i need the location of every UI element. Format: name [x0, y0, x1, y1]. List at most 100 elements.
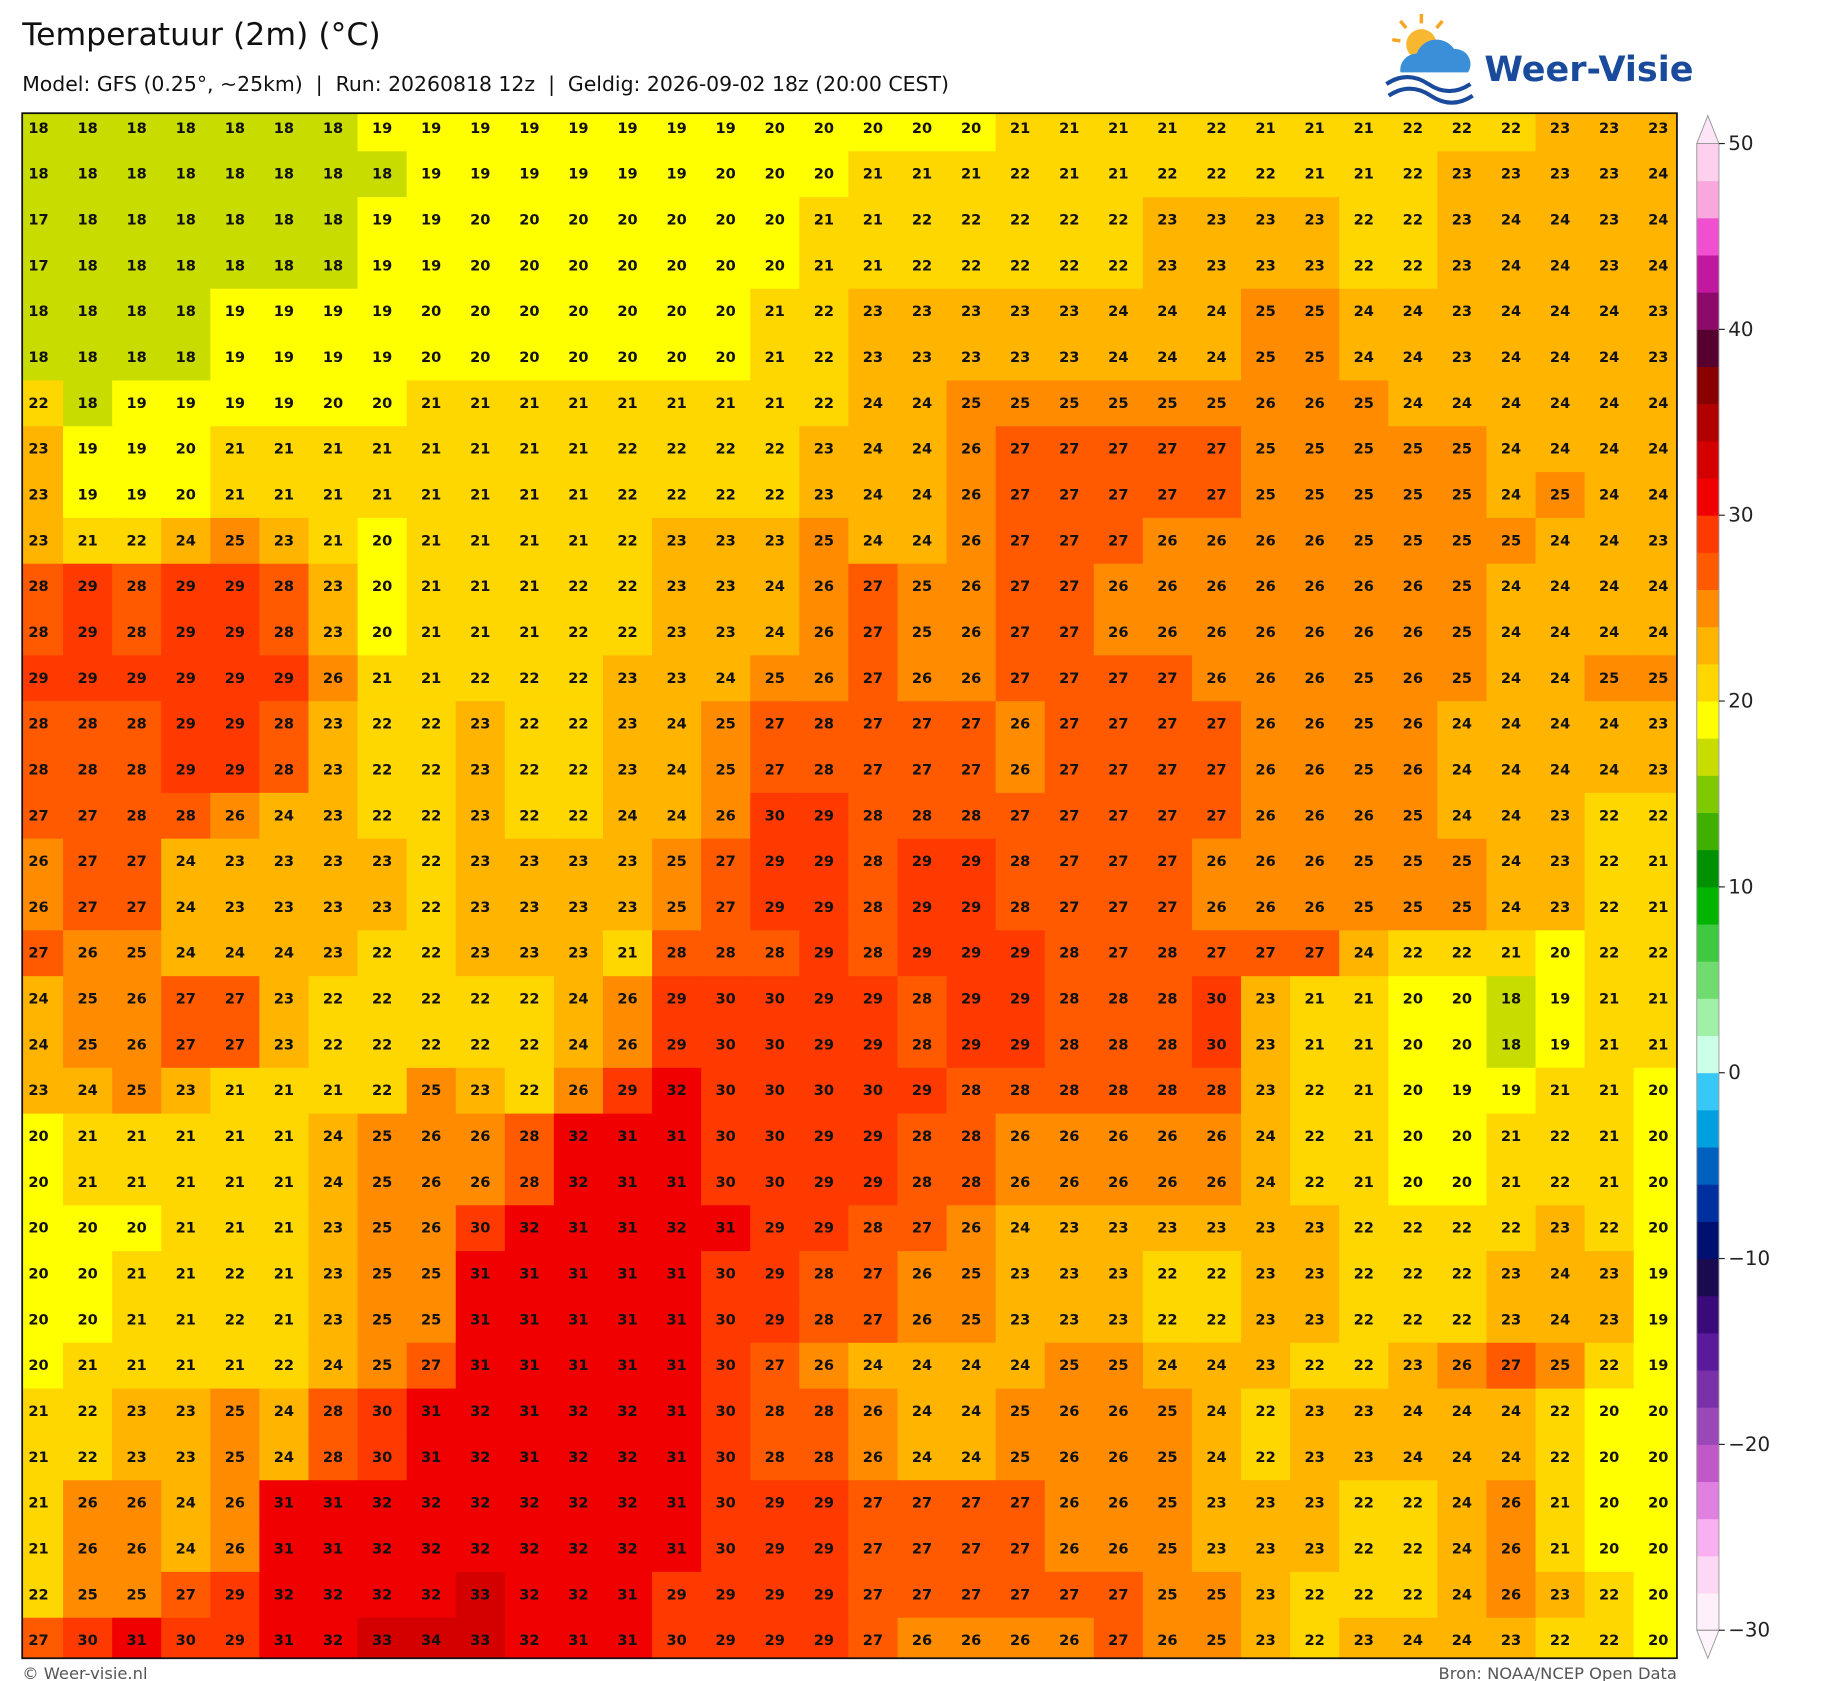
colorbar-segment	[1696, 849, 1719, 888]
temperature-label: 33	[470, 1632, 490, 1649]
temperature-label: 26	[421, 1174, 441, 1191]
temperature-cell	[897, 426, 948, 473]
temperature-label: 20	[421, 303, 441, 320]
temperature-label: 34	[421, 1632, 441, 1649]
temperature-cell	[259, 976, 310, 1023]
temperature-cell	[848, 1526, 899, 1573]
temperature-label: 19	[519, 166, 539, 183]
temperature-label: 20	[372, 578, 392, 595]
temperature-label: 23	[1599, 1311, 1619, 1328]
temperature-cell	[210, 1434, 261, 1481]
temperature-cell	[1584, 792, 1635, 840]
temperature-cell	[259, 1067, 310, 1115]
temperature-label: 19	[421, 120, 441, 137]
temperature-cell	[750, 655, 801, 702]
colorbar-tick-label: 20	[1728, 690, 1753, 713]
temperature-label: 19	[372, 212, 392, 229]
temperature-cell	[1486, 288, 1537, 336]
temperature-label: 21	[1059, 120, 1079, 137]
temperature-label: 22	[1599, 853, 1619, 870]
temperature-cell	[1044, 380, 1095, 427]
temperature-label: 23	[1354, 1449, 1374, 1466]
temperature-label: 27	[863, 716, 883, 733]
temperature-cell	[1535, 1526, 1586, 1573]
temperature-cell	[553, 1571, 604, 1619]
temperature-cell	[1290, 563, 1340, 611]
temperature-label: 28	[912, 1128, 932, 1145]
temperature-label: 26	[1157, 532, 1177, 549]
temperature-label: 22	[1403, 1495, 1423, 1512]
temperature-label: 23	[1255, 1082, 1275, 1099]
temperature-label: 25	[1305, 349, 1325, 366]
temperature-label: 22	[1255, 166, 1275, 183]
colorbar-segment	[1696, 403, 1719, 442]
colorbar-segment	[1696, 1035, 1719, 1074]
temperature-cell	[1241, 1205, 1291, 1252]
temperature-label: 22	[961, 212, 981, 229]
temperature-cell	[1584, 1526, 1635, 1573]
temperature-cell	[1241, 334, 1291, 382]
temperature-label: 28	[814, 1403, 834, 1420]
temperature-label: 26	[1010, 761, 1030, 778]
temperature-cell	[1486, 1021, 1537, 1069]
temperature-label: 20	[1403, 991, 1423, 1008]
chart-subtitle: Model: GFS (0.25°, ~25km) | Run: 2026081…	[22, 72, 949, 97]
temperature-label: 27	[1010, 1586, 1030, 1603]
temperature-label: 29	[814, 899, 834, 916]
temperature-cell	[308, 472, 359, 519]
temperature-label: 21	[176, 1311, 196, 1328]
temperature-label: 23	[912, 349, 932, 366]
temperature-label: 23	[568, 899, 588, 916]
temperature-label: 24	[1501, 349, 1521, 366]
temperature-cell	[848, 930, 899, 977]
temperature-cell	[1535, 884, 1586, 932]
temperature-label: 30	[716, 1495, 736, 1512]
temperature-label: 28	[1010, 1082, 1030, 1099]
temperature-cell	[701, 426, 751, 473]
temperature-label: 28	[863, 1220, 883, 1237]
temperature-cell	[112, 838, 162, 886]
temperature-label: 22	[1599, 1586, 1619, 1603]
temperature-cell	[946, 1159, 997, 1206]
temperature-cell	[210, 655, 261, 702]
temperature-cell	[455, 1617, 506, 1659]
temperature-label: 28	[863, 807, 883, 824]
temperature-cell	[553, 884, 604, 932]
temperature-label: 27	[1206, 486, 1226, 503]
temperature-cell	[1535, 1296, 1586, 1344]
temperature-label: 23	[323, 578, 343, 595]
temperature-cell	[210, 517, 261, 565]
temperature-cell	[750, 1159, 801, 1206]
temperature-cell	[406, 1617, 457, 1659]
temperature-label: 23	[323, 1266, 343, 1283]
temperature-label: 21	[519, 395, 539, 412]
temperature-cell	[406, 472, 457, 519]
colorbar-segment	[1696, 1370, 1719, 1408]
temperature-cell	[1388, 838, 1439, 886]
temperature-cell	[1093, 242, 1144, 290]
temperature-label: 25	[1010, 1449, 1030, 1466]
temperature-label: 22	[1354, 1495, 1374, 1512]
temperature-label: 28	[28, 716, 48, 733]
temperature-label: 19	[1648, 1266, 1668, 1283]
temperature-label: 24	[1648, 441, 1668, 458]
temperature-label: 24	[1108, 349, 1128, 366]
temperature-label: 25	[1452, 899, 1472, 916]
temperature-label: 23	[1501, 166, 1521, 183]
temperature-cell	[259, 1342, 310, 1390]
temperature-cell	[1191, 609, 1242, 657]
temperature-label: 27	[28, 945, 48, 962]
temperature-cell	[357, 288, 408, 336]
temperature-label: 24	[1599, 441, 1619, 458]
temperature-cell	[259, 930, 310, 977]
temperature-label: 29	[225, 1632, 245, 1649]
temperature-label: 23	[274, 532, 294, 549]
temperature-label: 20	[568, 212, 588, 229]
temperature-label: 28	[716, 945, 736, 962]
temperature-label: 23	[666, 578, 686, 595]
temperature-label: 22	[1305, 1632, 1325, 1649]
temperature-label: 22	[1157, 166, 1177, 183]
temperature-label: 20	[1648, 1403, 1668, 1420]
temperature-label: 24	[1501, 624, 1521, 641]
temperature-label: 23	[1648, 716, 1668, 733]
